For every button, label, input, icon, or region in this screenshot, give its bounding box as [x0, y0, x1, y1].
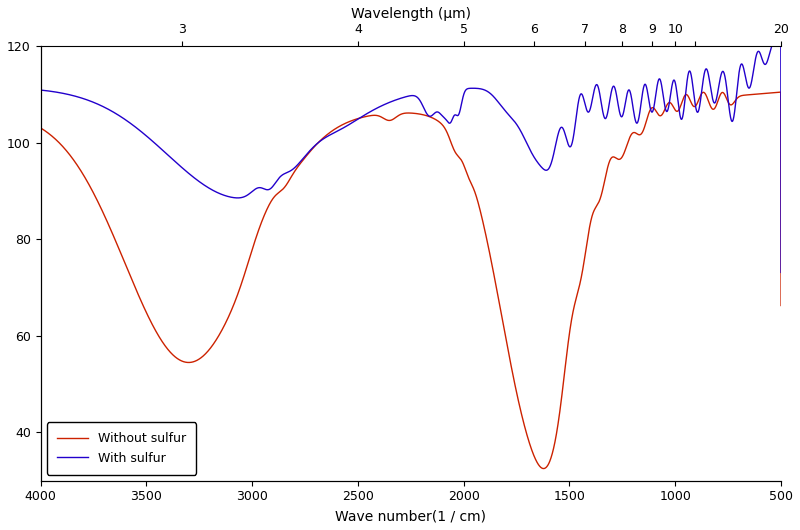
With sulfur [537, 164, 546, 170]
Without sulfur [538, 465, 548, 472]
With sulfur [74, 94, 84, 101]
Line: Without sulfur: Without sulfur [41, 92, 781, 469]
X-axis label: Wave number(1 / cm): Wave number(1 / cm) [335, 509, 486, 523]
With sulfur [776, 269, 786, 276]
With sulfur [767, 43, 777, 49]
With sulfur [394, 95, 404, 102]
Without sulfur [230, 299, 239, 306]
With sulfur [330, 129, 340, 136]
Without sulfur [394, 112, 404, 118]
Without sulfur [537, 465, 546, 471]
With sulfur [315, 138, 325, 144]
Line: With sulfur: With sulfur [41, 46, 781, 304]
X-axis label: Wavelength (μm): Wavelength (μm) [350, 7, 470, 21]
Without sulfur [315, 138, 325, 144]
Without sulfur [776, 89, 786, 95]
Legend: Without sulfur, With sulfur: Without sulfur, With sulfur [46, 422, 196, 474]
Without sulfur [776, 302, 786, 308]
Without sulfur [74, 165, 84, 172]
Without sulfur [36, 324, 46, 330]
With sulfur [230, 195, 239, 201]
Without sulfur [330, 126, 340, 132]
With sulfur [36, 301, 46, 307]
